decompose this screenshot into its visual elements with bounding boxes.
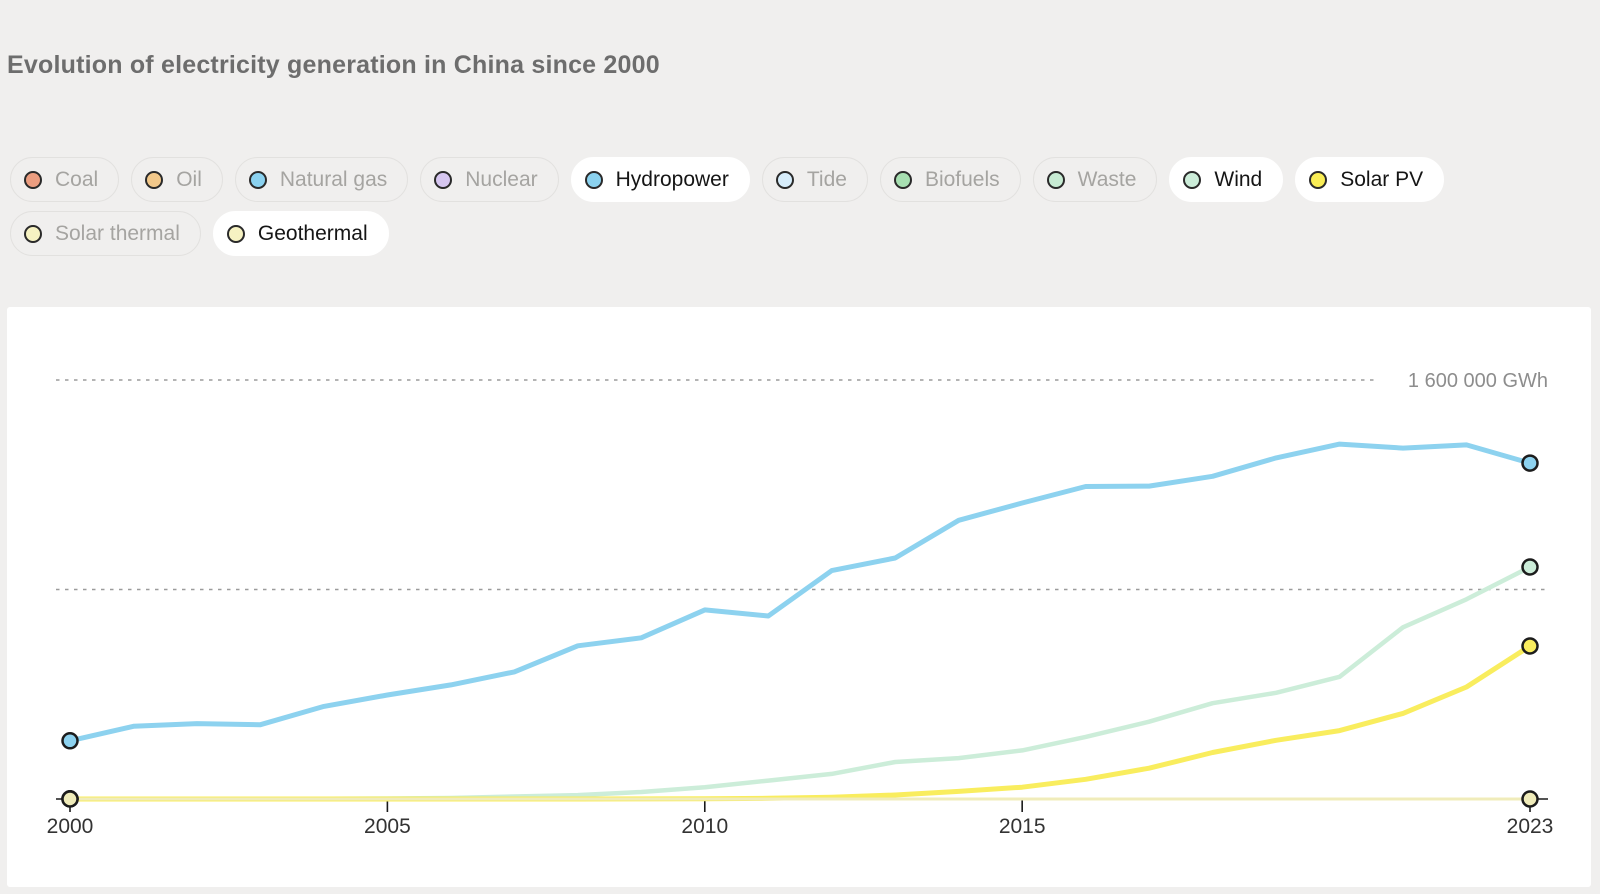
legend-chip-biofuels[interactable]: Biofuels xyxy=(879,157,1021,202)
legend-chip-natural-gas[interactable]: Natural gas xyxy=(234,157,409,202)
wind-dot-icon xyxy=(1183,170,1202,189)
x-tick-label-2000: 2000 xyxy=(47,815,94,838)
chart-title: Evolution of electricity generation in C… xyxy=(7,51,660,79)
legend-chip-coal[interactable]: Coal xyxy=(10,157,120,202)
legend-chip-oil[interactable]: Oil xyxy=(131,157,223,202)
coal-dot-icon xyxy=(24,170,42,189)
geothermal-end-marker[interactable] xyxy=(1521,790,1539,808)
legend-chip-label: Wind xyxy=(1214,167,1263,191)
legend-chip-label: Biofuels xyxy=(924,167,1000,191)
legend-chip-waste[interactable]: Waste xyxy=(1032,157,1158,202)
x-tick-label-2023: 2023 xyxy=(1507,815,1554,838)
tide-dot-icon xyxy=(775,170,794,189)
geothermal-start-marker[interactable] xyxy=(61,790,79,808)
legend-chip-label: Natural gas xyxy=(279,167,388,191)
hydropower-line[interactable] xyxy=(67,441,1533,744)
legend-chip-geothermal[interactable]: Geothermal xyxy=(212,211,389,256)
legend-chip-label: Hydropower xyxy=(615,167,729,191)
legend-chip-label: Coal xyxy=(55,167,99,191)
solar-thermal-dot-icon xyxy=(24,224,42,243)
x-tick-label-2015: 2015 xyxy=(999,815,1046,838)
waste-dot-icon xyxy=(1046,170,1065,189)
hydropower-end-marker[interactable] xyxy=(1521,454,1539,472)
legend-chip-tide[interactable]: Tide xyxy=(761,157,868,202)
wind-line[interactable] xyxy=(67,564,1533,802)
legend-chip-label: Waste xyxy=(1077,167,1137,191)
legend-chip-wind[interactable]: Wind xyxy=(1169,157,1284,202)
legend-chip-label: Geothermal xyxy=(257,221,368,245)
legend-chip-label: Solar PV xyxy=(1340,167,1424,191)
x-tick-label-2005: 2005 xyxy=(364,815,411,838)
legend-chip-label: Oil xyxy=(176,167,202,191)
wind-end-marker[interactable] xyxy=(1521,558,1539,576)
x-tick-label-2010: 2010 xyxy=(681,815,728,838)
legend-chip-nuclear[interactable]: Nuclear xyxy=(420,157,559,202)
geothermal-dot-icon xyxy=(226,224,245,243)
gridline-label: 1 600 000 GWh xyxy=(1408,370,1548,392)
hydropower-start-marker[interactable] xyxy=(61,732,79,750)
legend-chip-solar-thermal[interactable]: Solar thermal xyxy=(10,211,201,256)
legend-chip-hydropower[interactable]: Hydropower xyxy=(570,157,750,202)
oil-dot-icon xyxy=(145,170,164,189)
nuclear-dot-icon xyxy=(434,170,453,189)
biofuels-dot-icon xyxy=(893,170,912,189)
natural-gas-dot-icon xyxy=(248,170,267,189)
legend-chip-bar: Coal Oil Natural gas Nuclear Hydropower Tide B… xyxy=(10,157,1588,256)
chart-canvas: 1 600 000 GWh 2000 2005 2010 2015 2023 xyxy=(47,370,1554,838)
legend-chip-label: Solar thermal xyxy=(55,221,180,245)
legend-chip-label: Nuclear xyxy=(465,167,538,191)
hydropower-dot-icon xyxy=(584,170,603,189)
legend-chip-label: Tide xyxy=(806,167,847,191)
legend-chip-solar-pv[interactable]: Solar PV xyxy=(1295,157,1445,202)
solar-pv-end-marker[interactable] xyxy=(1521,637,1539,655)
solar-pv-dot-icon xyxy=(1309,170,1328,189)
chart-card: 1 600 000 GWh 2000 2005 2010 2015 2023 xyxy=(7,307,1591,887)
